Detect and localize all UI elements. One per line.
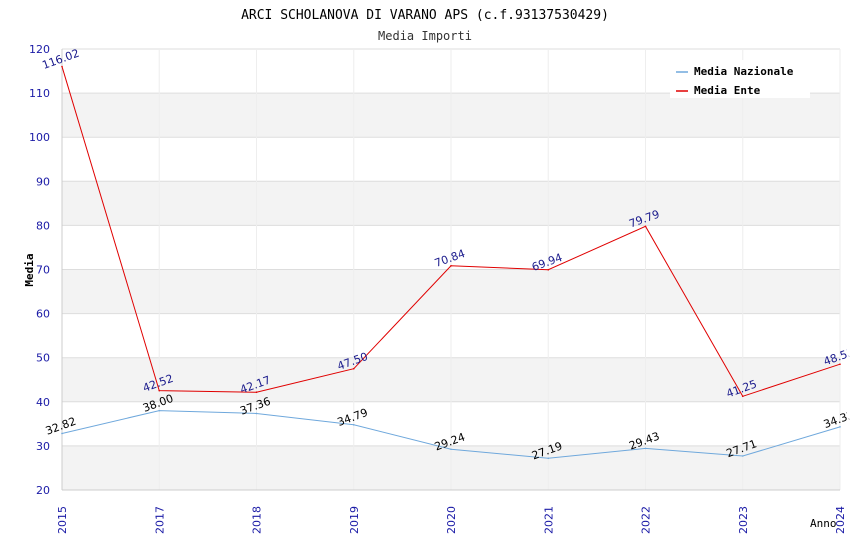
x-tick-label: 2023 (737, 506, 750, 534)
data-point (839, 363, 841, 365)
y-tick-label: 120 (29, 43, 50, 56)
data-point (61, 432, 63, 435)
y-tick-label: 30 (36, 440, 50, 453)
y-tick-label: 20 (36, 484, 50, 497)
y-tick-label: 50 (36, 352, 50, 365)
x-tick-label: 2017 (153, 506, 166, 534)
y-tick-label: 110 (29, 87, 50, 100)
data-point (352, 367, 355, 370)
x-axis-label: Anno (810, 517, 837, 530)
x-tick-label: 2015 (56, 506, 69, 534)
chart-subtitle: Media Importi (378, 29, 472, 43)
legend: Media Nazionale Media Ente (670, 60, 810, 98)
data-label: 32.82 (44, 415, 78, 438)
data-point (61, 65, 63, 68)
x-tick-label: 2018 (251, 506, 264, 534)
legend-box (670, 60, 810, 98)
x-tick-label: 2019 (348, 506, 361, 534)
legend-label-media-nazionale: Media Nazionale (694, 65, 794, 78)
data-point (547, 457, 550, 460)
x-tick-label: 2020 (445, 506, 458, 534)
x-tick-label: 2022 (640, 506, 653, 534)
data-point (255, 391, 258, 394)
y-tick-label: 100 (29, 131, 50, 144)
data-point (450, 264, 452, 267)
data-point (158, 389, 161, 392)
y-tick-label: 40 (36, 396, 50, 409)
data-point (644, 447, 647, 450)
y-tick-labels: 20 30 40 50 60 70 80 90 100 110 120 (29, 43, 50, 497)
series-layer (61, 65, 841, 460)
data-point (839, 426, 841, 428)
legend-label-media-ente: Media Ente (694, 84, 761, 97)
chart-title: ARCI SCHOLANOVA DI VARANO APS (c.f.93137… (241, 8, 609, 23)
x-tick-labels: 2015 2017 2018 2019 2020 2021 2022 2023 2024 (56, 506, 847, 534)
x-tick-label: 2024 (834, 506, 847, 534)
data-point (352, 423, 355, 426)
data-label: 34.79 (336, 406, 370, 429)
y-tick-label: 80 (36, 219, 50, 232)
y-tick-label: 60 (36, 308, 50, 321)
data-point (644, 225, 647, 228)
y-axis-label: Media (23, 253, 36, 286)
data-point (158, 409, 161, 412)
y-tick-label: 70 (36, 264, 50, 277)
data-point (547, 268, 550, 271)
y-tick-label: 90 (36, 175, 50, 188)
data-point (741, 455, 744, 457)
data-point (450, 448, 452, 451)
x-tick-label: 2021 (542, 506, 555, 534)
data-point (255, 412, 258, 415)
data-point (741, 395, 744, 398)
